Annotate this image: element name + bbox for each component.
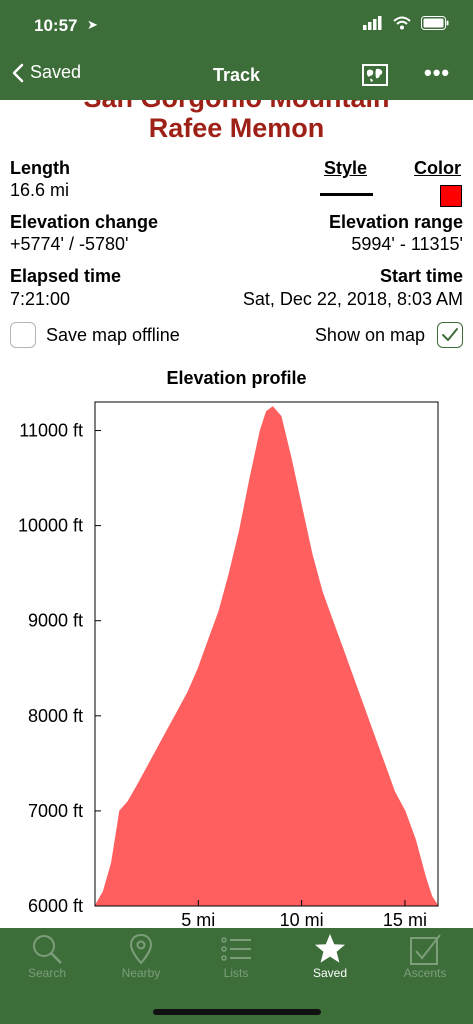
chart-title: Elevation profile <box>166 368 307 388</box>
start-time-value: Sat, Dec 22, 2018, 8:03 AM <box>242 289 463 309</box>
tab-ascents-label: Ascents <box>403 966 447 980</box>
checkmark-box-icon <box>410 934 441 965</box>
tab-ascents[interactable]: Ascents <box>378 928 472 988</box>
tab-nearby[interactable]: Nearby <box>94 928 188 988</box>
status-icons <box>363 16 449 30</box>
elevation-change-label: Elevation change <box>10 212 159 232</box>
elevation-range-value: 5994' - 11315' <box>351 234 463 254</box>
star-icon <box>315 934 345 963</box>
x-tick-label: 5 mi <box>181 910 215 928</box>
tab-bar: Search Nearby Lists Saved Ascents <box>0 928 473 1024</box>
length-label: Length <box>10 158 70 178</box>
list-icon <box>221 937 251 961</box>
x-tick-label: 10 mi <box>280 910 324 928</box>
y-tick-label: 11000 ft <box>19 421 83 441</box>
elevation-range-label: Elevation range <box>328 212 463 232</box>
navigation-bar: Saved Track ••• <box>0 52 473 100</box>
elevation-change-value: +5774' / -5780' <box>10 234 129 254</box>
tab-nearby-label: Nearby <box>121 966 161 980</box>
save-offline-label: Save map offline <box>46 325 180 345</box>
checkmark-icon <box>442 328 458 341</box>
track-detail: San Gorgonio Mountain Rafee Memon Length… <box>0 100 473 928</box>
tab-saved-label: Saved <box>312 966 348 980</box>
status-time: 10:57 <box>34 16 78 35</box>
search-icon <box>33 935 62 964</box>
ellipsis-icon: ••• <box>424 60 451 85</box>
start-time-label: Start time <box>379 266 463 286</box>
y-tick-label: 7000 ft <box>28 801 83 821</box>
tab-search-label: Search <box>27 966 67 980</box>
peak-name: San Gorgonio Mountain <box>0 100 473 114</box>
y-tick-label: 8000 ft <box>28 706 83 726</box>
color-button[interactable]: Color <box>414 158 461 178</box>
nav-title: Track <box>212 65 261 85</box>
color-swatch[interactable] <box>440 185 462 207</box>
y-tick-label: 9000 ft <box>28 611 83 631</box>
chevron-left-icon <box>12 63 24 82</box>
line-style-sample <box>320 193 373 196</box>
back-button-label: Saved <box>30 62 82 82</box>
style-button[interactable]: Style <box>324 158 368 178</box>
x-tick-label: 15 mi <box>383 910 427 928</box>
signal-icon <box>363 16 382 30</box>
map-icon <box>362 64 388 86</box>
more-button[interactable]: ••• <box>424 60 450 86</box>
location-arrow-icon: ➤ <box>87 17 98 32</box>
location-pin-icon <box>129 933 153 965</box>
plot-frame <box>94 401 439 907</box>
elapsed-time-value: 7:21:00 <box>10 289 71 309</box>
back-button[interactable]: Saved <box>12 62 81 83</box>
wifi-icon <box>393 16 411 30</box>
track-author: Rafee Memon <box>148 113 325 143</box>
tab-lists-label: Lists <box>223 966 249 980</box>
status-bar: 10:57 ➤ <box>0 0 473 52</box>
elapsed-time-label: Elapsed time <box>10 266 122 286</box>
tab-saved[interactable]: Saved <box>283 928 377 988</box>
save-offline-checkbox[interactable] <box>10 322 36 348</box>
elevation-area <box>94 406 439 907</box>
show-on-map-checkbox[interactable] <box>437 322 463 348</box>
length-value: 16.6 mi <box>10 180 70 200</box>
tab-lists[interactable]: Lists <box>189 928 283 988</box>
tab-search[interactable]: Search <box>0 928 94 988</box>
map-button[interactable] <box>362 64 388 91</box>
y-tick-label: 6000 ft <box>28 896 83 916</box>
elevation-chart: 6000 ft 7000 ft 8000 ft 9000 ft 10000 ft 1100… <box>18 401 439 928</box>
home-indicator <box>153 1009 321 1015</box>
show-on-map-label: Show on map <box>314 325 425 345</box>
battery-icon <box>421 16 449 30</box>
y-tick-label: 10000 ft <box>18 516 83 536</box>
